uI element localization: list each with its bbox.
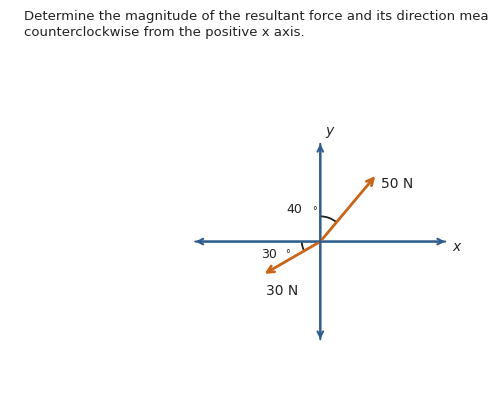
Text: °: ° <box>285 249 289 259</box>
Text: 50 N: 50 N <box>381 177 413 191</box>
Text: counterclockwise from the positive x axis.: counterclockwise from the positive x axi… <box>24 26 305 39</box>
Text: °: ° <box>311 206 316 216</box>
Text: Determine the magnitude of the resultant force and its direction measured: Determine the magnitude of the resultant… <box>24 10 488 23</box>
Text: 30: 30 <box>260 248 276 261</box>
Text: y: y <box>325 124 333 138</box>
Text: x: x <box>451 240 460 255</box>
Text: 30 N: 30 N <box>266 284 298 297</box>
Text: 40: 40 <box>285 203 301 216</box>
